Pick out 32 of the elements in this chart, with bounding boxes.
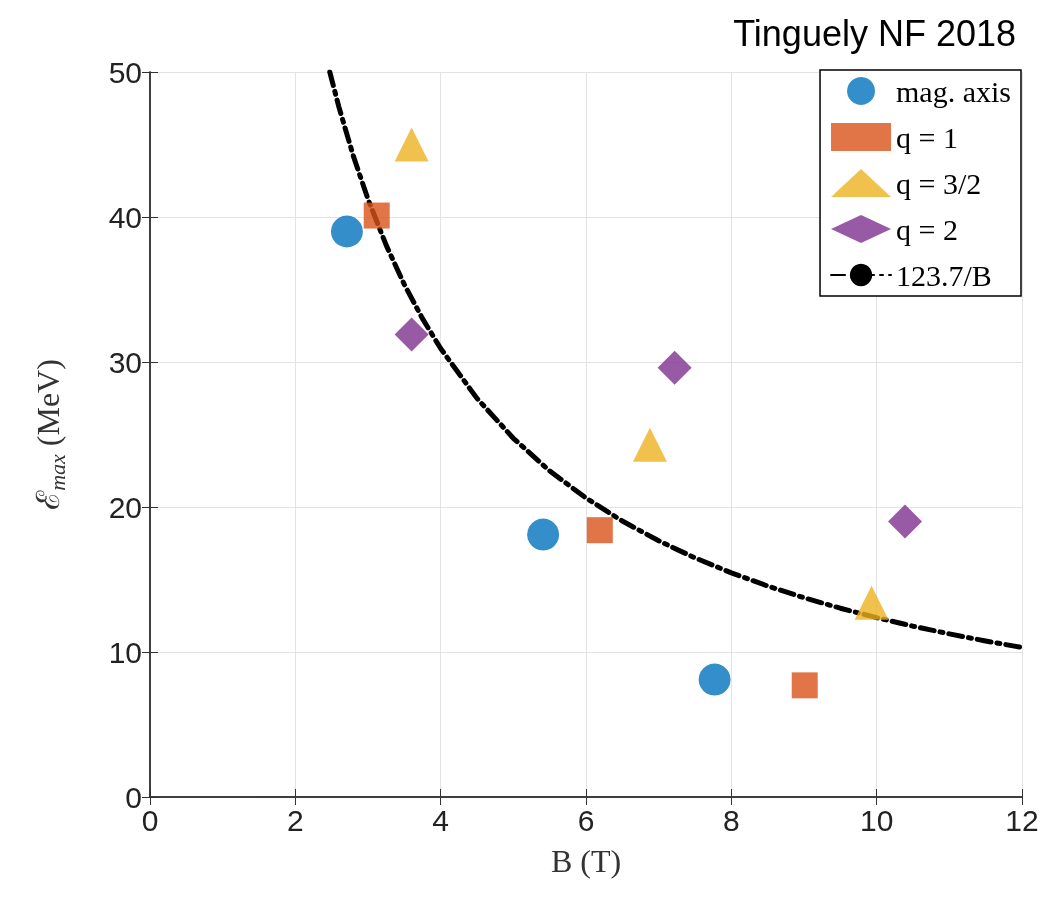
x-axis-title: B (T) (550, 843, 622, 879)
x-tick-label: 10 (859, 803, 894, 837)
y-tick-label: 40 (108, 200, 142, 234)
point (586, 517, 613, 544)
point (363, 202, 390, 229)
legend-label: q = 3/2 (896, 166, 982, 200)
x-tick-label: 2 (286, 803, 304, 837)
point (394, 127, 429, 162)
x-tick-label: 12 (1005, 803, 1039, 837)
point (791, 672, 818, 699)
x-tick-label: 6 (577, 803, 595, 837)
legend-label: 123.7/B (896, 258, 992, 292)
chart-title: Tinguely NF 2018 (733, 12, 1017, 54)
legend-label: q = 2 (896, 212, 958, 246)
legend-label: mag. axis (896, 74, 1012, 108)
point (527, 518, 560, 551)
point (330, 215, 363, 248)
point (657, 350, 692, 385)
point (888, 504, 923, 539)
y-tick-label: 30 (108, 345, 142, 379)
y-axis-title: ℰmax (MeV) (30, 359, 70, 510)
point (632, 427, 667, 462)
y-tick-label: 0 (125, 780, 142, 814)
legend-label: q = 1 (896, 120, 958, 154)
point (854, 585, 889, 620)
x-tick-label: 4 (432, 803, 450, 837)
y-tick-label: 10 (108, 635, 142, 669)
point (394, 317, 429, 352)
x-tick-label: 8 (722, 803, 740, 837)
point (698, 663, 731, 696)
y-tick-label: 20 (108, 490, 142, 524)
y-tick-label: 50 (108, 55, 142, 89)
